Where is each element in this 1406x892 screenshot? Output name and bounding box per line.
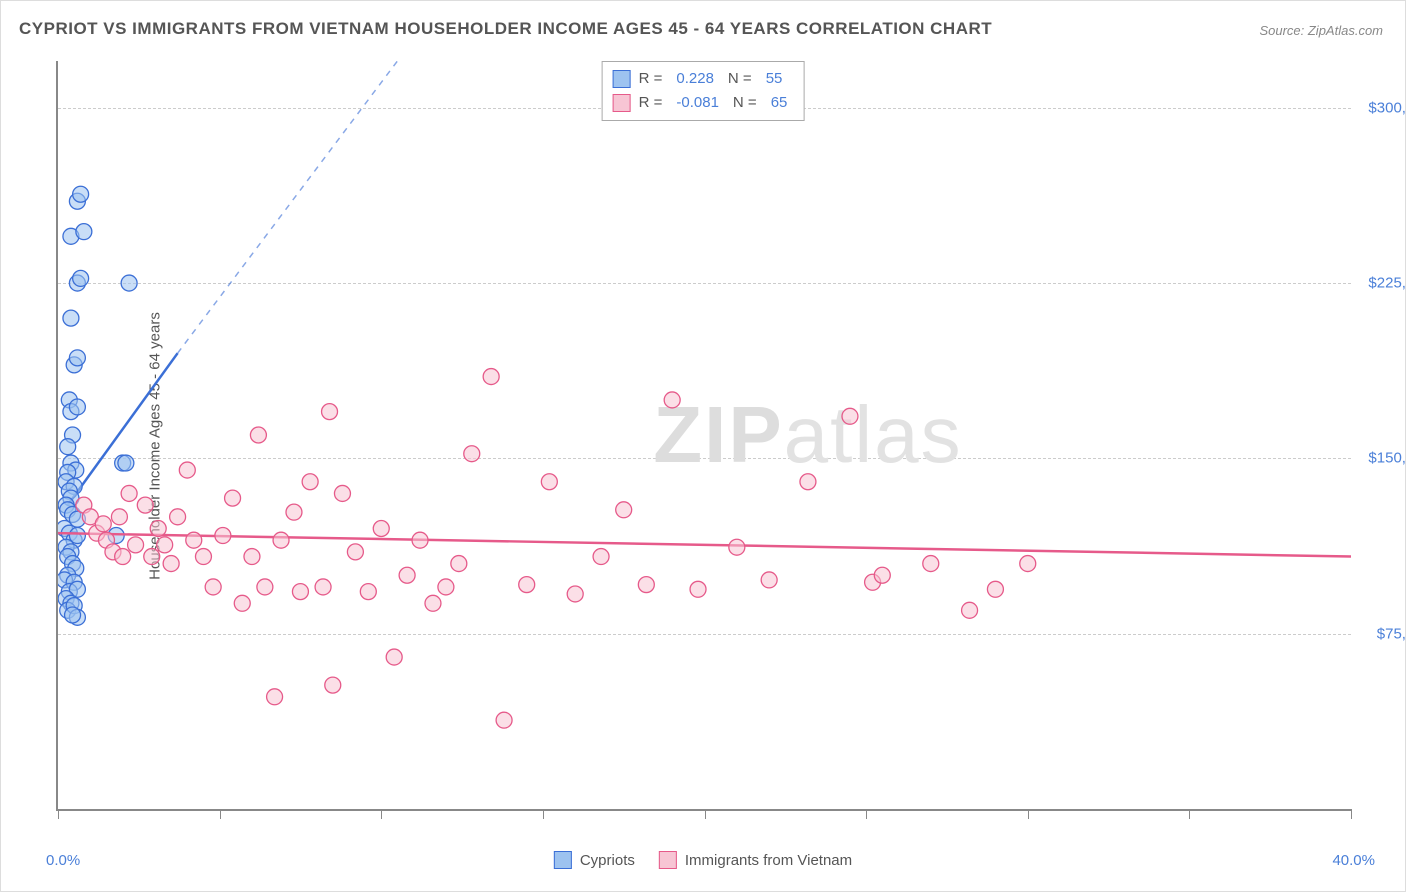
- legend-r-value-2: -0.081: [676, 91, 719, 115]
- x-tick: [1028, 809, 1029, 819]
- x-tick: [220, 809, 221, 819]
- legend-n-label-2: N =: [733, 91, 757, 115]
- y-tick-label: $300,000: [1356, 99, 1406, 116]
- swatch-bottom-1: [554, 851, 572, 869]
- source-label: Source: ZipAtlas.com: [1259, 23, 1383, 38]
- swatch-bottom-2: [659, 851, 677, 869]
- x-tick: [58, 809, 59, 819]
- x-axis-max-label: 40.0%: [1332, 852, 1375, 869]
- x-tick: [543, 809, 544, 819]
- x-tick: [705, 809, 706, 819]
- swatch-series-1: [613, 70, 631, 88]
- legend-series-box: Cypriots Immigrants from Vietnam: [554, 851, 852, 869]
- legend-stats-box: R = 0.228 N = 55 R = -0.081 N = 65: [602, 61, 805, 121]
- y-tick-label: $225,000: [1356, 275, 1406, 292]
- legend-n-value-2: 65: [771, 91, 788, 115]
- x-tick: [866, 809, 867, 819]
- legend-n-value-1: 55: [766, 67, 783, 91]
- legend-item-2: Immigrants from Vietnam: [659, 851, 852, 869]
- legend-stats-row-2: R = -0.081 N = 65: [613, 91, 794, 115]
- chart-title: CYPRIOT VS IMMIGRANTS FROM VIETNAM HOUSE…: [19, 19, 992, 39]
- legend-series-name-1: Cypriots: [580, 852, 635, 869]
- y-tick-label: $75,000: [1356, 625, 1406, 642]
- x-tick: [1189, 809, 1190, 819]
- legend-series-name-2: Immigrants from Vietnam: [685, 852, 852, 869]
- x-tick: [1351, 809, 1352, 819]
- x-tick: [381, 809, 382, 819]
- legend-r-value-1: 0.228: [676, 67, 714, 91]
- legend-n-label-1: N =: [728, 67, 752, 91]
- legend-stats-row-1: R = 0.228 N = 55: [613, 67, 794, 91]
- x-axis-min-label: 0.0%: [46, 852, 80, 869]
- y-tick-label: $150,000: [1356, 450, 1406, 467]
- plot-area: ZIPatlas $75,000$150,000$225,000$300,000: [56, 61, 1351, 811]
- chart-svg: [58, 61, 1351, 809]
- legend-r-label-1: R =: [639, 67, 663, 91]
- swatch-series-2: [613, 94, 631, 112]
- legend-r-label-2: R =: [639, 91, 663, 115]
- legend-item-1: Cypriots: [554, 851, 635, 869]
- chart-container: CYPRIOT VS IMMIGRANTS FROM VIETNAM HOUSE…: [0, 0, 1406, 892]
